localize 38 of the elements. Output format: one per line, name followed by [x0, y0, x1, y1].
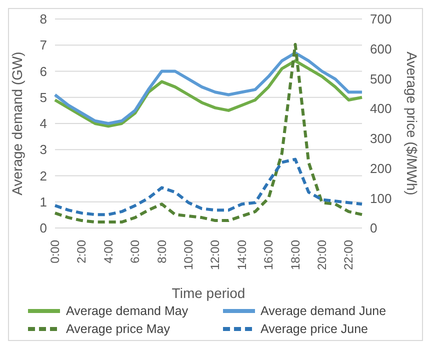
x-tick-label: 16:00 [262, 240, 276, 270]
x-tick-label: 10:00 [181, 240, 196, 270]
x-axis-title: Time period [172, 285, 246, 301]
x-tick-label: 0:00 [48, 240, 62, 264]
y2-axis-title: Average price ($/MWh) [404, 52, 420, 196]
line-series [54, 42, 364, 224]
y2-tick-label: 200 [370, 160, 392, 176]
x-tick-label: 12:00 [208, 240, 222, 270]
y2-tick-label: 700 [370, 12, 392, 27]
y-tick-label: 6 [40, 64, 47, 79]
x-tick-label: 20:00 [314, 240, 329, 270]
y2-tick-label: 300 [370, 131, 392, 146]
x-tick-label: 18:00 [288, 240, 302, 270]
y2-tick-label: 0 [370, 220, 378, 236]
y2-tick-label: 100 [370, 190, 392, 206]
y-tick-label: 5 [40, 90, 47, 105]
x-tick-label: 22:00 [342, 240, 356, 270]
legend-label: Average demand June [260, 304, 386, 318]
x-tick-label: 4:00 [101, 240, 116, 264]
y-tick-label: 3 [40, 142, 47, 158]
y-tick-label: 7 [40, 38, 47, 53]
y2-tick-label: 400 [370, 101, 392, 116]
y2-tick-label: 600 [370, 41, 392, 56]
x-tick-label: 14:00 [234, 240, 249, 270]
y-tick-label: 0 [40, 220, 47, 236]
line-series [54, 158, 364, 216]
x-tick-label: 2:00 [74, 240, 89, 264]
y-tick-label: 1 [40, 194, 47, 210]
y-tick-label: 4 [40, 116, 47, 132]
y2-tick-label: 500 [370, 71, 392, 86]
legend-label: Average price May [66, 322, 170, 336]
legend-label: Average price June [260, 322, 368, 336]
legend-label: Average demand May [66, 304, 188, 318]
x-tick-label: 6:00 [128, 240, 142, 264]
y-tick-label: 8 [40, 12, 47, 27]
y-axis-title: Average demand (GW) [8, 52, 25, 196]
x-tick-label: 8:00 [154, 240, 169, 264]
y-tick-label: 2 [40, 168, 47, 184]
